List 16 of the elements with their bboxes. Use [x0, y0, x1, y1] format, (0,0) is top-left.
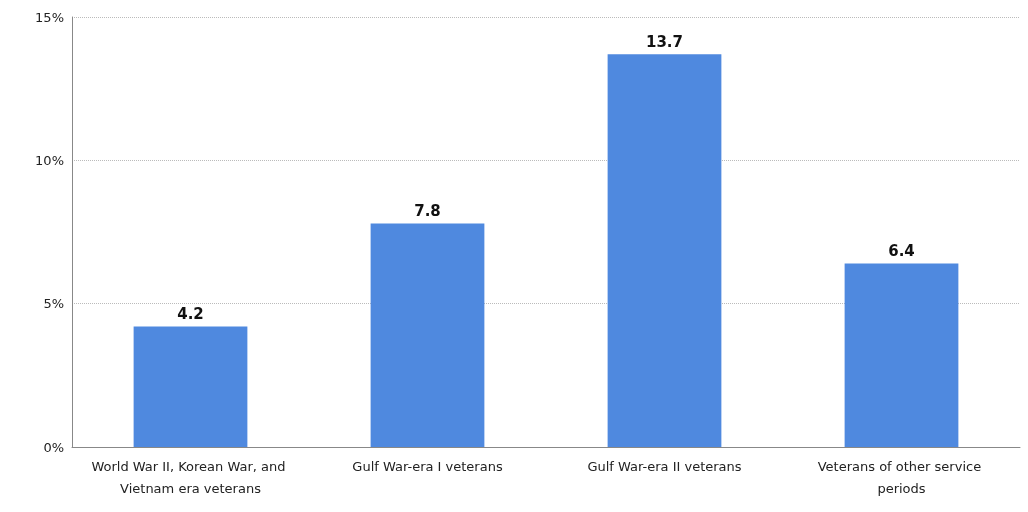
bar [370, 223, 485, 447]
data-label: 6.4 [888, 242, 915, 261]
data-label: 4.2 [177, 305, 204, 324]
x-tick-label: Veterans of other service periods [817, 458, 986, 496]
x-tick-label: World War II, Korean War, and Vietnam era veterans [91, 458, 290, 496]
y-tick-label: 15% [35, 9, 64, 25]
bar [133, 326, 248, 447]
y-tick-label: 5% [43, 296, 64, 312]
x-tick-label: Gulf War-era I veterans [352, 458, 503, 474]
data-label: 13.7 [645, 32, 684, 51]
bar [844, 263, 959, 447]
data-label: 7.8 [414, 201, 441, 220]
y-tick-label: 0% [43, 439, 64, 455]
x-tick-label: Gulf War-era II veterans [587, 458, 742, 474]
bar [607, 54, 722, 447]
y-tick-label: 10% [35, 152, 64, 168]
